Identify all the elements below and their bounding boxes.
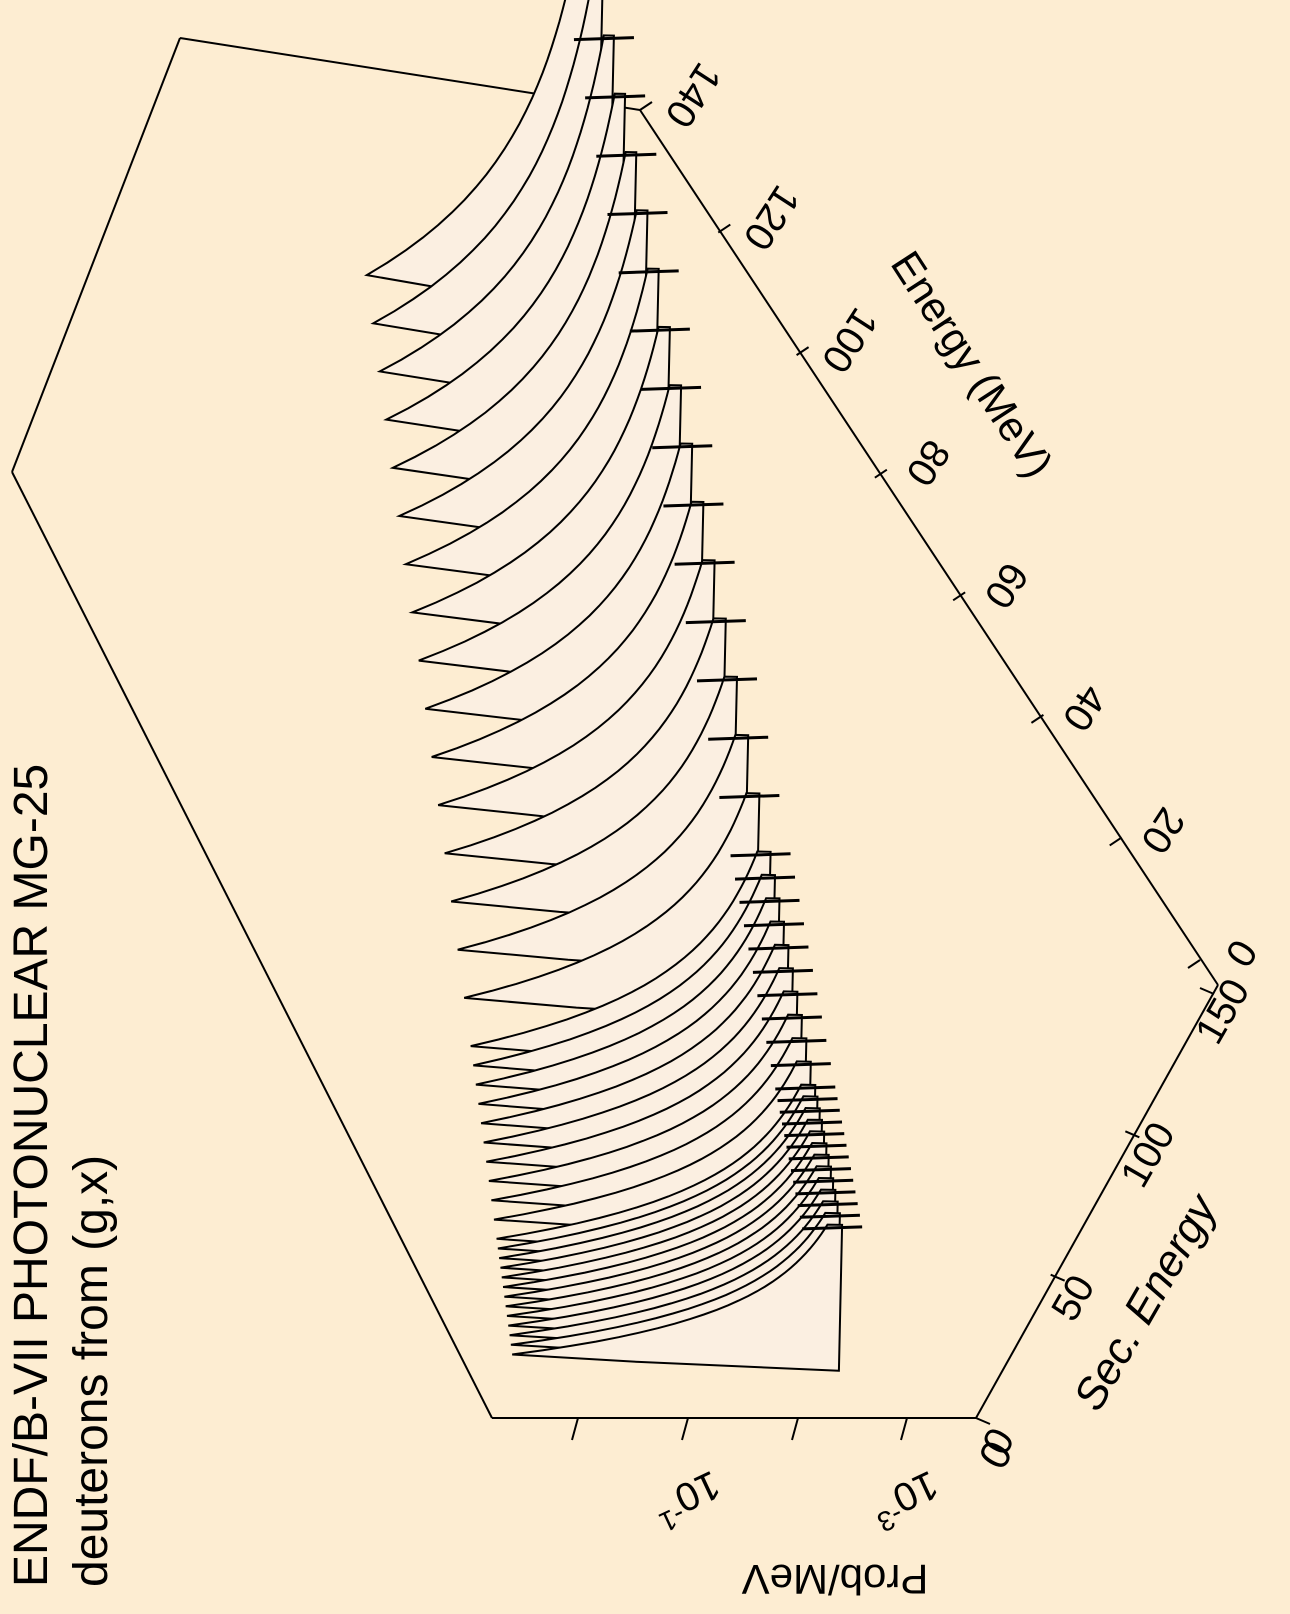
spectrum-curve-endmark xyxy=(641,385,702,391)
chart-subtitle: deuterons from (g,x) xyxy=(65,1155,118,1587)
prob-tick xyxy=(900,1417,908,1441)
spectrum-curve-endmark xyxy=(607,211,668,217)
incident-energy-tick-label: 60 xyxy=(975,555,1036,616)
sec-energy-tick xyxy=(1050,1273,1066,1282)
spectrum-curve-endmark xyxy=(777,1097,838,1103)
incident-energy-tick-label: 40 xyxy=(1054,677,1115,738)
sec-energy-tick xyxy=(1199,987,1215,995)
incident-energy-tick-label: 140 xyxy=(656,55,729,135)
spectrum-curve-endmark xyxy=(786,1143,847,1149)
sec-energy-tick xyxy=(975,1417,991,1425)
incident-energy-tick-label: 0 xyxy=(1216,932,1265,975)
spectrum-curve-endmark xyxy=(663,502,724,508)
incident-energy-tick-label: 20 xyxy=(1132,800,1193,861)
prob-tick-label: 10-3 xyxy=(873,1462,945,1538)
plot-box xyxy=(11,37,1219,1419)
prob-tick xyxy=(681,1417,689,1441)
spectrum-curve-endmark xyxy=(784,1132,845,1138)
sec-energy-tick-label: 100 xyxy=(1112,1115,1183,1195)
spectrum-curve-endmark xyxy=(708,735,769,741)
spectrum-curve-endmark xyxy=(761,1015,822,1021)
spectrum-curve-endmark xyxy=(757,992,818,998)
spectrum-curve-endmark xyxy=(752,968,813,974)
prob-tick xyxy=(791,1417,799,1441)
spectrum-curve-endmark xyxy=(573,36,634,42)
spectrum-curve-endmark xyxy=(739,898,800,904)
spectrum-curve-endmark xyxy=(596,152,657,158)
incident-energy-tick-label: 100 xyxy=(813,300,886,380)
sec-energy-tick xyxy=(1124,1130,1140,1139)
incident-energy-tick xyxy=(874,468,888,479)
box-edge-floor-right xyxy=(975,984,1219,1419)
box-edge-top-back xyxy=(11,37,181,473)
incident-energy-axis-label: Energy (MeV) xyxy=(882,243,1063,486)
spectrum-curve-endmark xyxy=(781,1120,843,1126)
spectra-curves xyxy=(364,0,863,1372)
prob-axis-label: Prob/MeV xyxy=(742,1556,929,1603)
spectrum-curve-endmark xyxy=(779,1108,840,1114)
spectrum-curve-endmark xyxy=(748,945,809,951)
sec-energy-tick-label: 50 xyxy=(1043,1268,1103,1329)
spectrum-curve-endmark xyxy=(674,560,735,566)
spectrum-curve-endmark xyxy=(788,1155,849,1161)
sec-energy-tick-label: 150 xyxy=(1187,972,1258,1052)
incident-energy-tick xyxy=(796,346,810,356)
spectrum-curve-endmark xyxy=(790,1167,852,1173)
box-edge-back-vertical xyxy=(639,109,1219,986)
spectrum-curve-endmark xyxy=(585,94,646,100)
spectrum-curve-endmark xyxy=(734,875,796,881)
spectrum-curve-endmark xyxy=(730,852,791,858)
spectrum-curve-endmark xyxy=(797,1202,858,1208)
spectrum-curve-endmark xyxy=(795,1190,856,1196)
incident-energy-tick xyxy=(717,223,731,234)
spectrum-curve-endmark xyxy=(743,922,805,928)
spectrum-curve-endmark xyxy=(629,327,690,333)
title-group: ENDF/B-VII PHOTONUCLEAR MG-25 deuterons … xyxy=(5,764,118,1587)
incident-energy-tick xyxy=(1109,836,1123,847)
incident-energy-tick-label: 120 xyxy=(735,178,808,258)
spectrum-curve-endmark xyxy=(696,677,758,683)
spectrum-curve-endmark xyxy=(793,1178,854,1184)
prob-tick-label: 10-1 xyxy=(655,1462,727,1538)
incident-energy-tick-label: 80 xyxy=(897,432,958,493)
box-edge-left-vertical xyxy=(11,471,493,1419)
spectrum-curve-endmark xyxy=(775,1085,836,1091)
spectrum-curve-endmark xyxy=(652,444,713,450)
incident-energy-tick xyxy=(639,101,653,111)
incident-energy-tick xyxy=(1030,714,1044,724)
spectrum-curve-endmark xyxy=(618,269,679,275)
spectrum-curve xyxy=(512,1223,844,1372)
spectrum-curve-endmark xyxy=(799,1213,860,1219)
spectrum-curve-endmark xyxy=(685,619,746,625)
chart-title: ENDF/B-VII PHOTONUCLEAR MG-25 xyxy=(5,764,58,1587)
spectrum-curve-endmark xyxy=(770,1062,831,1068)
spectrum-curve-endmark xyxy=(719,793,780,799)
prob-tick xyxy=(571,1417,579,1441)
incident-energy-tick xyxy=(1187,959,1201,969)
spectrum-curve-endmark xyxy=(802,1225,863,1231)
incident-energy-tick xyxy=(952,591,966,602)
spectrum-curve-endmark xyxy=(766,1038,827,1044)
